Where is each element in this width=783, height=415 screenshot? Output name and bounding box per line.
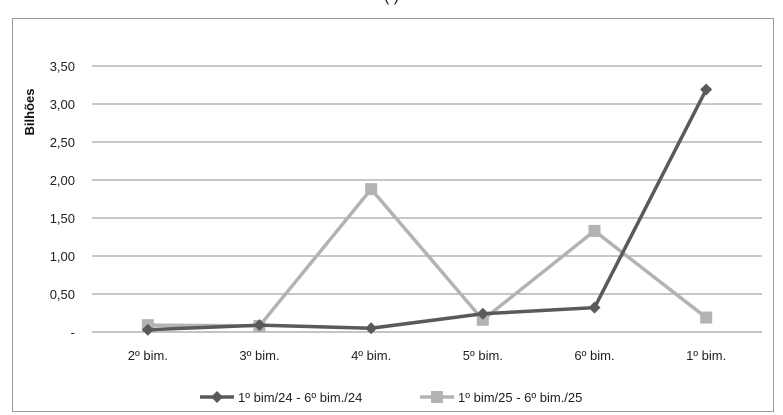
x-tick-label: 1º bim. [686, 348, 726, 363]
data-point [589, 225, 601, 237]
gridlines [92, 66, 762, 332]
data-point [365, 183, 377, 195]
x-tick-label: 3º bim. [239, 348, 279, 363]
x-tick-label: 6º bim. [574, 348, 614, 363]
y-tick-label: 0,50 [50, 287, 75, 302]
series-line [148, 189, 706, 326]
series-lines [142, 84, 712, 336]
y-axis-label: Bilhões [22, 89, 37, 136]
legend: 1º bim/24 - 6º bim./24 1º bim/25 - 6º bim… [200, 390, 582, 405]
y-tick-label: 1,00 [50, 249, 75, 264]
data-point [589, 302, 601, 314]
legend-marker [211, 391, 223, 403]
y-tick-label: 3,50 [50, 59, 75, 74]
x-tick-label: 4º bim. [351, 348, 391, 363]
y-tick-label: 2,50 [50, 135, 75, 150]
y-tick-label: 3,00 [50, 97, 75, 112]
y-tick-label: 1,50 [50, 211, 75, 226]
x-axis-ticks: 2º bim. 3º bim. 4º bim. 5º bim. 6º bim. 1º bi… [128, 348, 726, 363]
y-axis-ticks: - 0,50 1,00 1,50 2,00 2,50 3,00 3,50 [50, 59, 75, 340]
x-tick-label: 5º bim. [463, 348, 503, 363]
data-point [700, 312, 712, 324]
x-tick-label: 2º bim. [128, 348, 168, 363]
data-point [700, 84, 712, 96]
legend-label: 1º bim/24 - 6º bim./24 [238, 390, 362, 405]
y-tick-label: 2,00 [50, 173, 75, 188]
y-tick-label: - [71, 325, 75, 340]
legend-marker [431, 391, 443, 403]
legend-label: 1º bim/25 - 6º bim./25 [458, 390, 582, 405]
